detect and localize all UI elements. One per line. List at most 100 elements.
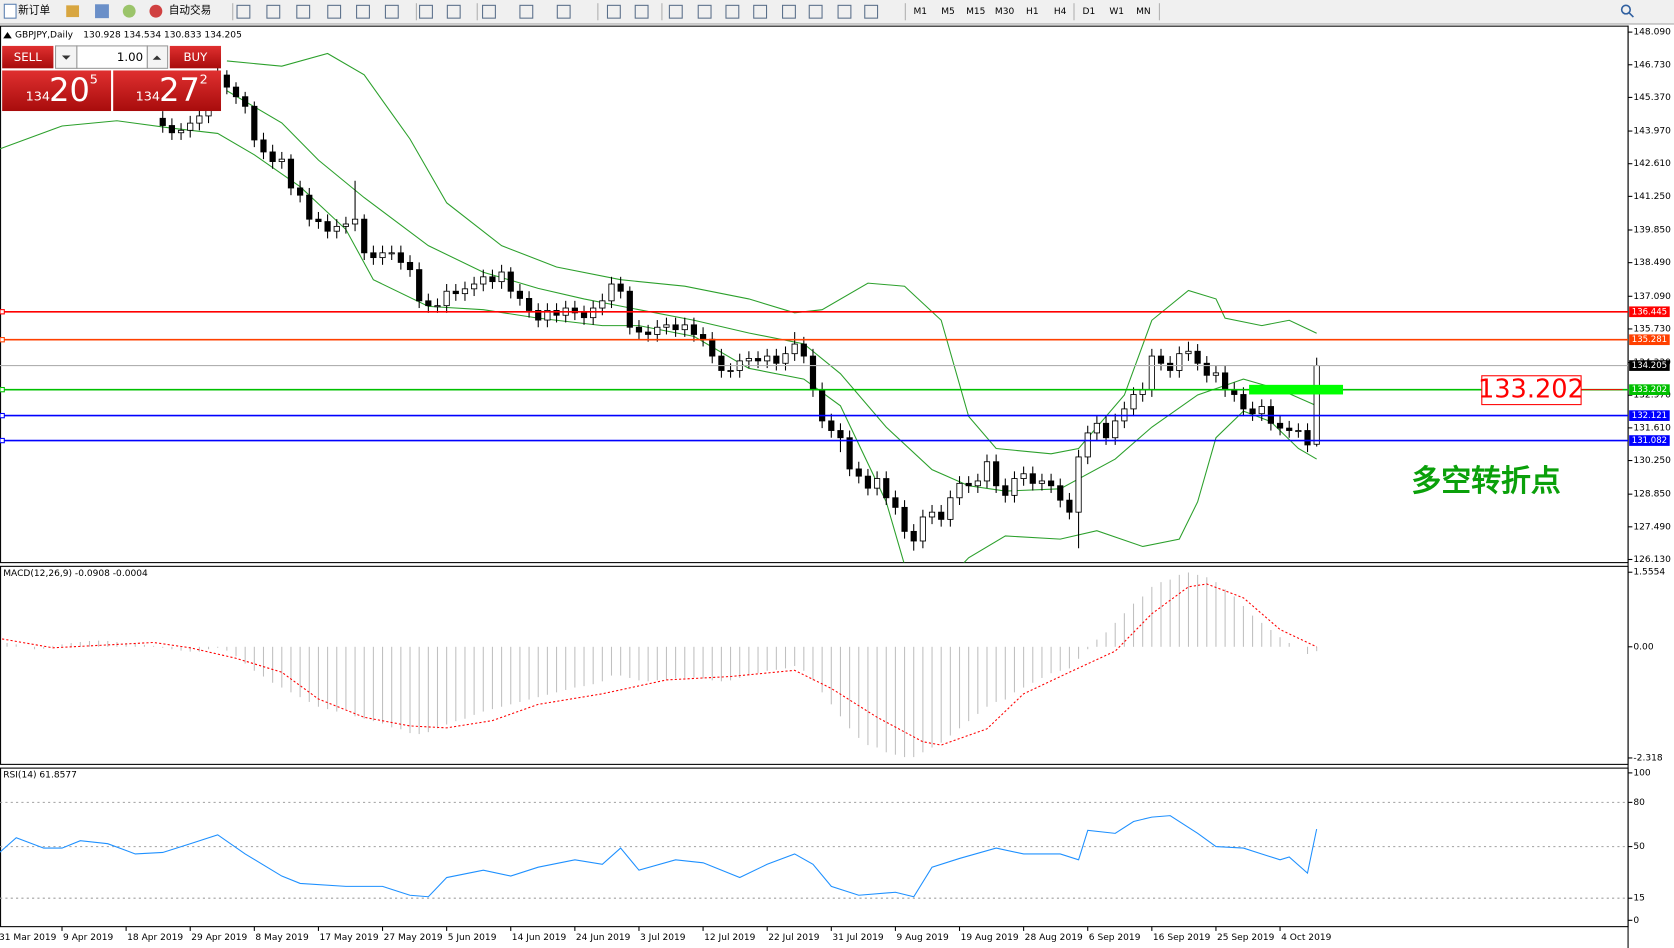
timeframe[interactable]: D1	[1083, 7, 1096, 17]
candle-body	[681, 324, 688, 331]
auto-trading-icon[interactable]	[149, 4, 163, 18]
candle-body	[754, 358, 762, 362]
candle-body	[1258, 406, 1265, 415]
level-box	[1629, 334, 1670, 346]
tool-button[interactable]	[356, 4, 370, 19]
x-tick-label: 6 Sep 2019	[1089, 933, 1141, 943]
tool-button[interactable]	[384, 4, 399, 19]
level-label: 131.082	[1632, 436, 1667, 446]
tool-button[interactable]	[753, 4, 768, 19]
candle-body	[599, 300, 606, 309]
search-icon[interactable]	[1620, 4, 1632, 15]
sell-price-pip: 5	[90, 73, 98, 88]
lot-value[interactable]: 1.00	[117, 50, 143, 64]
timeframe[interactable]: H4	[1054, 7, 1067, 17]
tool-button[interactable]	[837, 4, 852, 19]
level-label: 135.281	[1632, 335, 1667, 345]
auto-trading[interactable]: 自动交易	[169, 4, 212, 17]
tool-button[interactable]	[668, 4, 683, 19]
x-tick-label: 5 Jun 2019	[448, 933, 497, 943]
candle-body	[571, 307, 578, 314]
candle-body	[187, 122, 194, 131]
candle-body	[507, 271, 514, 292]
buy-price-pip: 2	[200, 73, 208, 88]
tool-button[interactable]	[606, 4, 621, 19]
level-handle[interactable]	[0, 309, 5, 315]
level-handle[interactable]	[0, 437, 5, 444]
sell-label[interactable]: SELL	[14, 50, 42, 64]
level-handle[interactable]	[0, 412, 5, 419]
y-tick-label: 146.730	[1633, 60, 1671, 70]
tool-icon[interactable]	[122, 4, 136, 18]
y-tick-label: 127.490	[1633, 522, 1671, 532]
x-tick-label: 12 Jul 2019	[704, 933, 756, 943]
candle-body	[1112, 420, 1119, 439]
candle-body	[1148, 355, 1155, 391]
candle-body	[168, 125, 175, 134]
tool-button[interactable]	[634, 4, 649, 19]
new-order-icon[interactable]	[3, 3, 17, 19]
timeframe[interactable]: M5	[941, 7, 955, 17]
tool-button[interactable]	[697, 4, 712, 19]
timeframe[interactable]: W1	[1109, 7, 1124, 17]
candle-body	[1157, 355, 1165, 364]
tool-button[interactable]	[296, 4, 311, 19]
candle-body	[471, 283, 478, 290]
buy-label[interactable]: BUY	[183, 50, 208, 64]
indicator-title: RSI(14) 61.8577	[3, 771, 77, 781]
timeframe[interactable]: M30	[995, 7, 1015, 17]
level-handle[interactable]	[0, 337, 5, 343]
timeframe[interactable]: MN	[1136, 7, 1151, 17]
candle-body	[1029, 473, 1036, 484]
tool-button[interactable]	[482, 4, 496, 19]
candle-body	[452, 290, 459, 295]
x-tick-label: 9 Aug 2019	[896, 933, 949, 943]
tool-icon[interactable]	[66, 5, 80, 18]
tool-button[interactable]	[864, 4, 879, 19]
x-tick-label: 31 Jul 2019	[832, 933, 884, 943]
search-icon[interactable]	[1628, 12, 1634, 18]
tool-button[interactable]	[236, 4, 251, 19]
new-order[interactable]: 新订单	[18, 4, 50, 17]
candle-body	[782, 353, 789, 364]
candle-body	[709, 338, 716, 357]
candle-body	[663, 324, 670, 328]
annotation: 多空转折点	[1411, 464, 1561, 499]
tool-button[interactable]	[725, 4, 740, 19]
timeframe[interactable]: M1	[913, 7, 927, 17]
buy-button[interactable]	[169, 45, 222, 69]
candle-body	[1249, 408, 1256, 415]
y-tick-label: 142.610	[1633, 159, 1671, 169]
candle-body	[223, 74, 230, 88]
candle-body	[397, 252, 404, 263]
y-tick-label: 100	[1633, 768, 1651, 778]
tool-button[interactable]	[808, 4, 823, 19]
candle-body	[342, 223, 350, 227]
tool-button[interactable]	[446, 4, 461, 19]
candle-body	[269, 151, 276, 162]
tool-icon[interactable]	[95, 4, 109, 19]
tool-button[interactable]	[519, 4, 534, 19]
candle-body	[1167, 362, 1174, 371]
tool-button[interactable]	[327, 4, 342, 19]
candle-body	[1102, 422, 1110, 439]
tool-button[interactable]	[782, 4, 796, 19]
candle-body	[177, 129, 185, 134]
tool-button[interactable]	[419, 4, 433, 19]
level-handle[interactable]	[0, 386, 5, 393]
y-tick-label: 128.850	[1633, 490, 1671, 500]
sell-button[interactable]	[2, 45, 54, 69]
candle-body	[791, 343, 798, 355]
buy-price-box[interactable]	[113, 70, 222, 112]
candle-body	[1203, 362, 1210, 376]
x-tick-label: 27 May 2019	[384, 933, 443, 943]
candle-body	[278, 158, 285, 162]
timeframe[interactable]: M15	[966, 7, 985, 17]
timeframe[interactable]: H1	[1026, 7, 1039, 17]
tool-button[interactable]	[266, 4, 281, 19]
candle-body	[1194, 350, 1201, 364]
x-tick-label: 14 Jun 2019	[512, 933, 567, 943]
sell-price-box[interactable]	[2, 70, 112, 112]
tool-button[interactable]	[556, 4, 571, 19]
candle-body	[690, 324, 698, 335]
